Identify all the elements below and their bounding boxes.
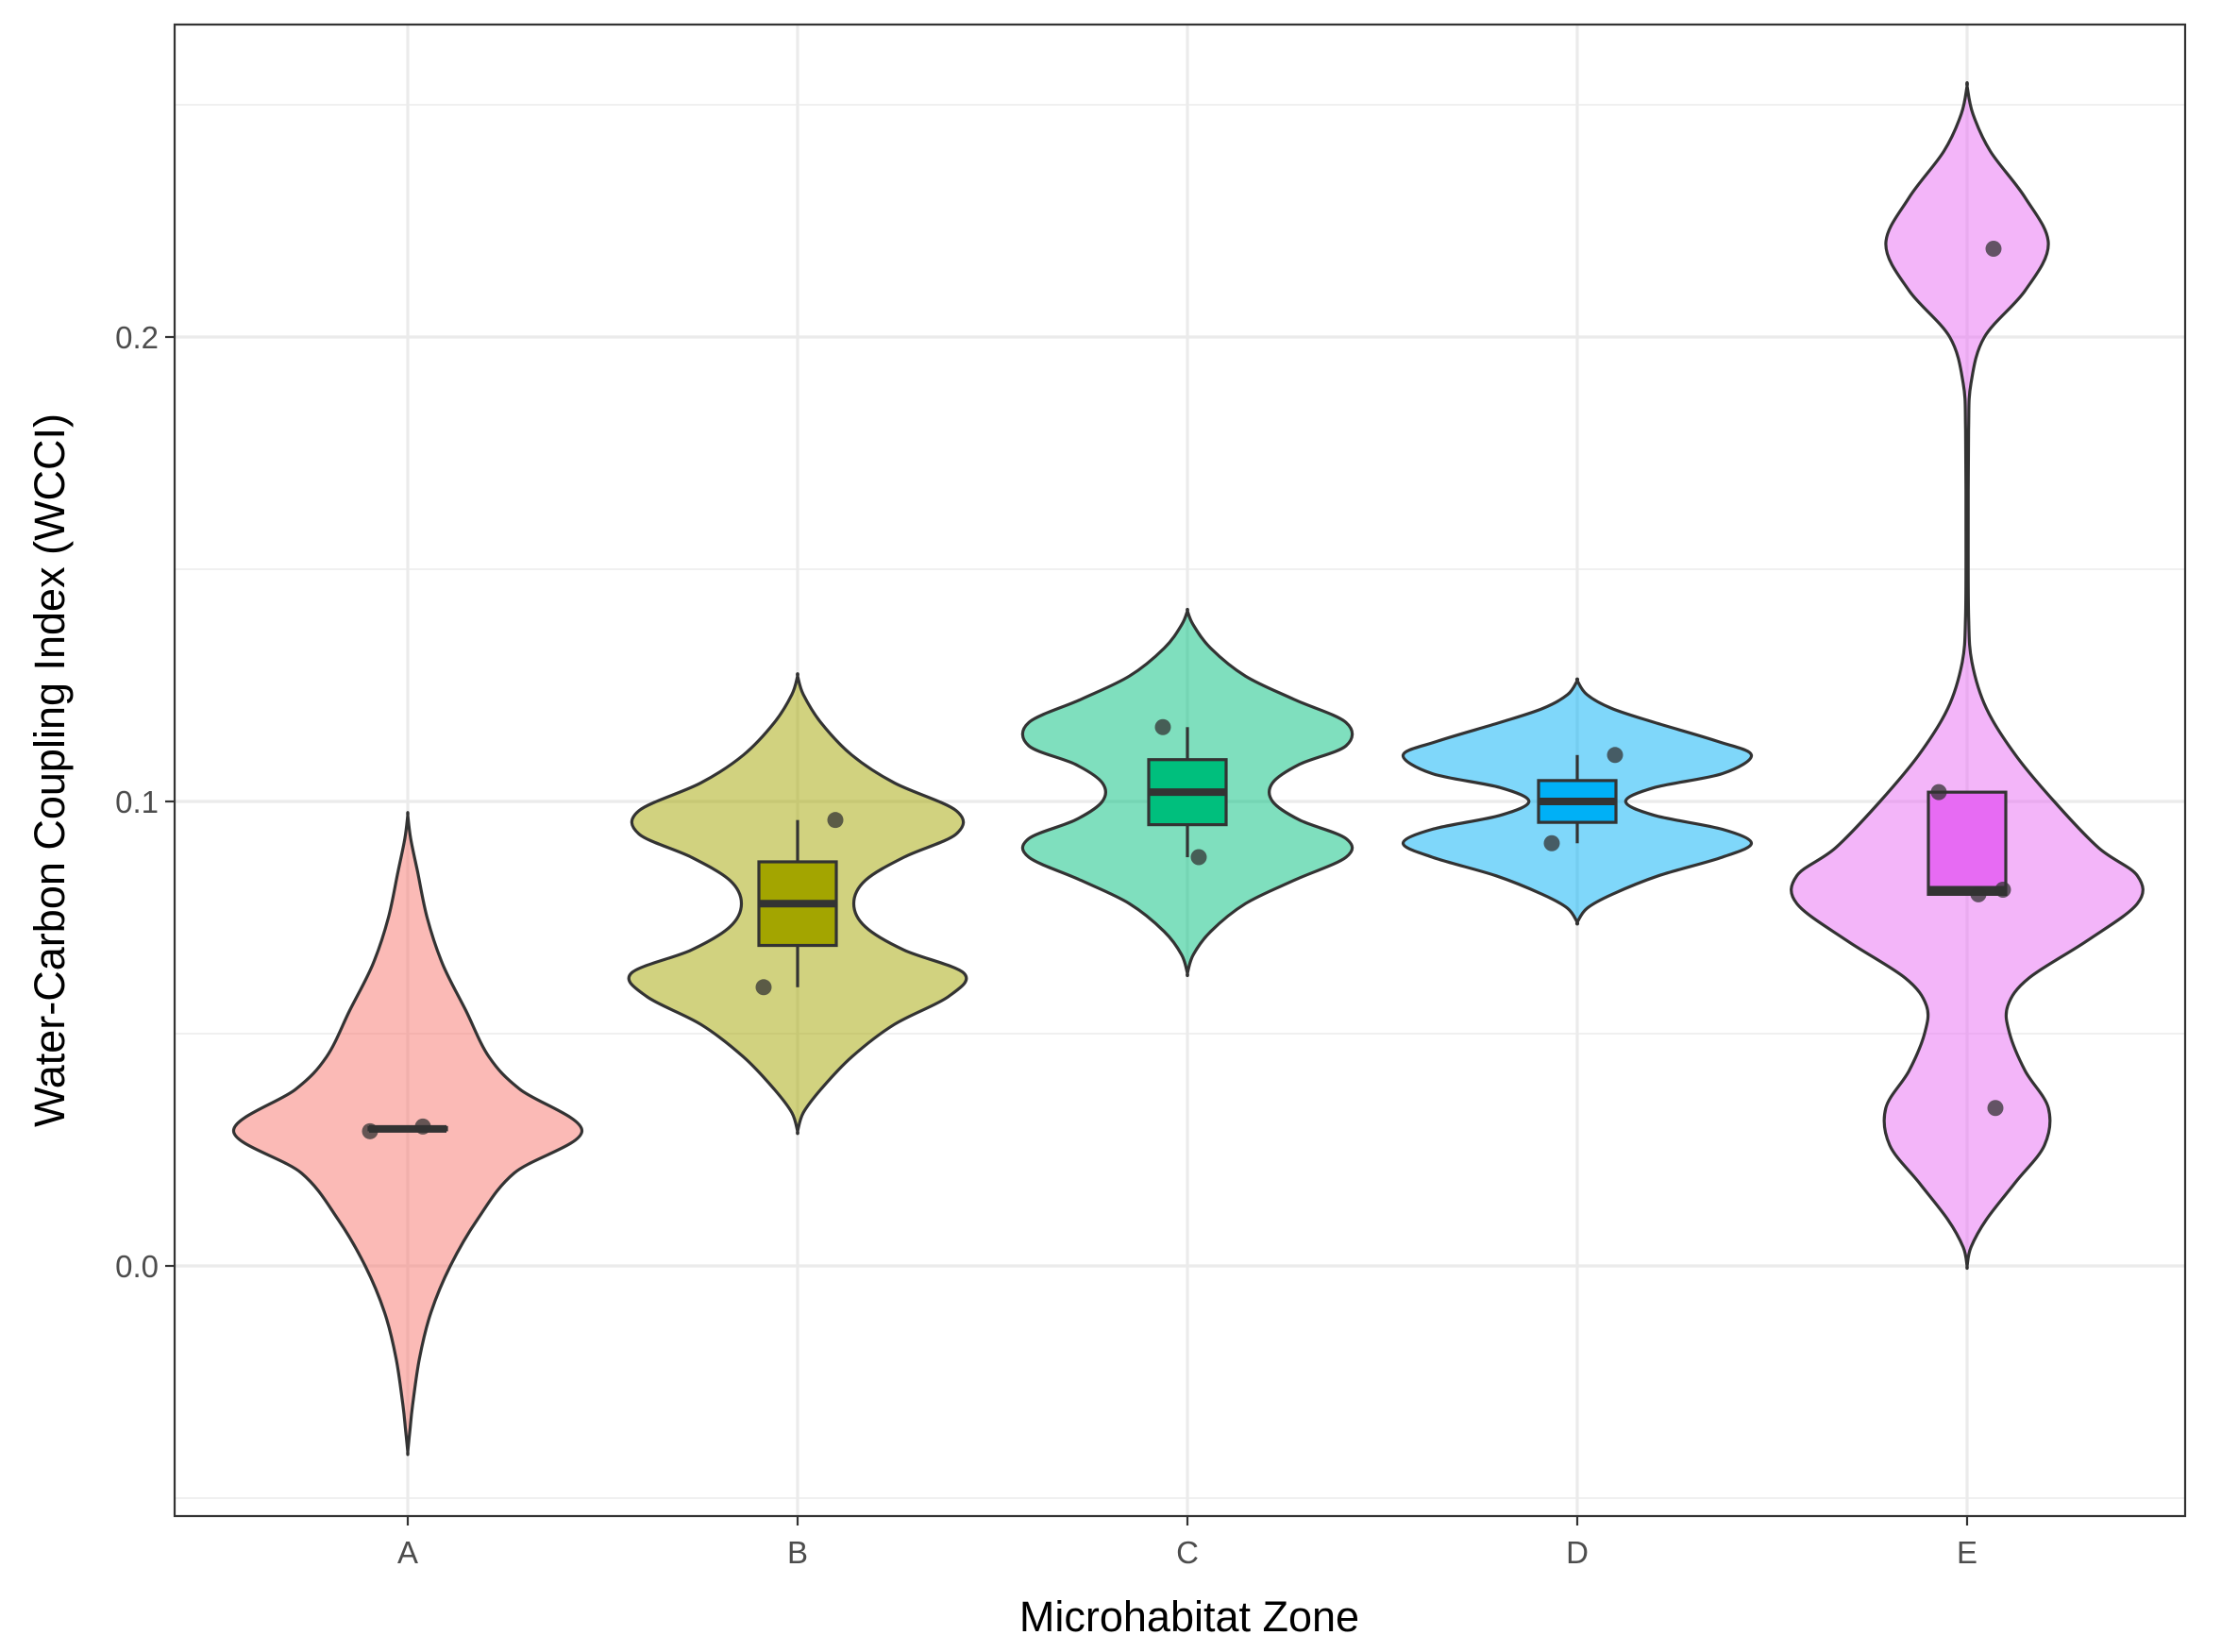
boxplot-c bbox=[1147, 727, 1228, 858]
data-point bbox=[1607, 747, 1624, 764]
x-tick-label: C bbox=[1176, 1535, 1199, 1570]
data-point bbox=[1985, 241, 2002, 258]
boxplot-b bbox=[757, 819, 838, 987]
points bbox=[362, 241, 2011, 1139]
data-point bbox=[1994, 881, 2011, 898]
data-point bbox=[1970, 885, 1987, 902]
data-point bbox=[414, 1118, 431, 1135]
violin-a bbox=[231, 811, 584, 1457]
x-tick-label: E bbox=[1957, 1535, 1977, 1570]
data-point bbox=[1543, 834, 1560, 851]
data-point bbox=[827, 812, 844, 829]
x-axis-title: Microhabitat Zone bbox=[1019, 1593, 1359, 1641]
box-iqr bbox=[1927, 790, 2008, 896]
y-tick-label: 0.2 bbox=[115, 320, 159, 355]
x-axis: A B C D E bbox=[397, 1516, 1977, 1570]
x-tick-label: D bbox=[1566, 1535, 1589, 1570]
x-tick-label: A bbox=[397, 1535, 418, 1570]
violin-e bbox=[1790, 81, 2145, 1271]
data-point bbox=[1930, 784, 1947, 801]
data-point bbox=[755, 979, 772, 996]
data-point bbox=[1190, 849, 1207, 866]
y-tick-label: 0.1 bbox=[115, 784, 159, 819]
y-axis-title: Water-Carbon Coupling Index (WCCI) bbox=[25, 413, 74, 1127]
data-point bbox=[1154, 718, 1171, 735]
boxplot-d bbox=[1537, 754, 1618, 844]
data-point bbox=[362, 1122, 379, 1139]
plot-border bbox=[173, 23, 2187, 1518]
boxplot-e bbox=[1927, 790, 2008, 896]
y-tick-label: 0.0 bbox=[115, 1249, 159, 1284]
data-point bbox=[1987, 1100, 2004, 1117]
grid-minor bbox=[175, 104, 2185, 1499]
x-tick-label: B bbox=[787, 1535, 808, 1570]
boxes bbox=[367, 727, 2008, 1133]
y-axis: 0.0 0.1 0.2 bbox=[115, 320, 175, 1284]
boxplot-a bbox=[367, 1124, 448, 1133]
